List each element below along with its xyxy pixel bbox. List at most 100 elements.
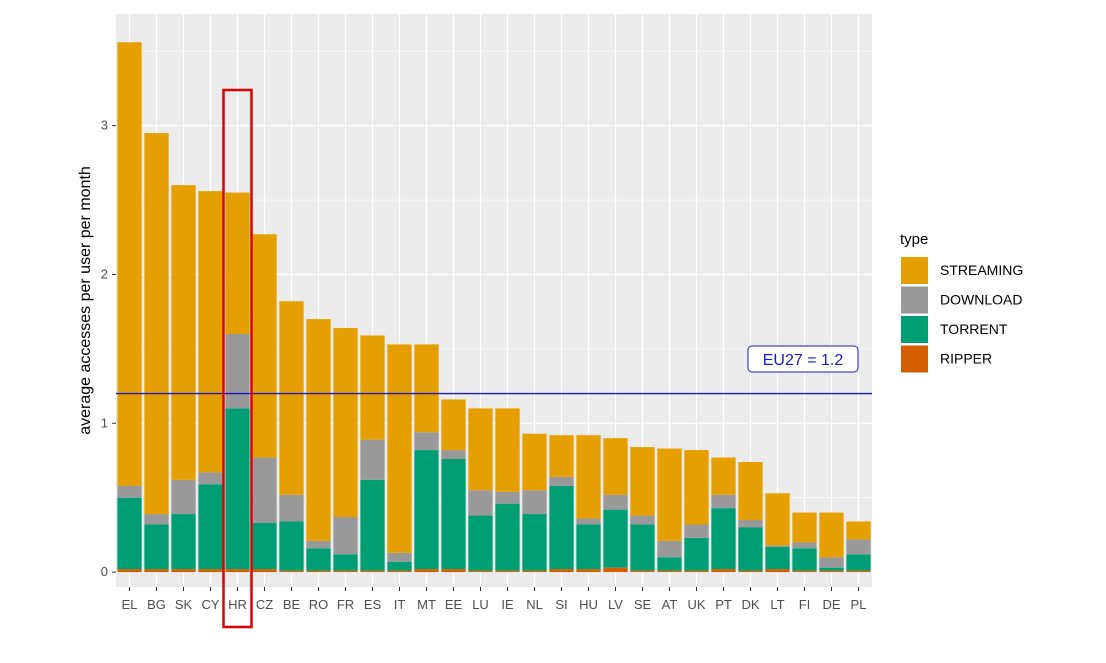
legend-label-streaming: STREAMING: [940, 262, 1023, 278]
bar-stack-lu: [468, 408, 493, 573]
bar-segment-torrent-ie: [495, 503, 520, 571]
bar-stack-el: [117, 42, 142, 573]
bar-stack-se: [630, 447, 655, 573]
bar-segment-download-nl: [522, 490, 547, 515]
bar-stack-nl: [522, 433, 547, 573]
bar-segment-streaming-cy: [198, 191, 223, 473]
bar-segment-download-es: [360, 439, 385, 480]
bar-stack-hu: [576, 435, 601, 573]
bar-segment-torrent-el: [117, 497, 142, 570]
bar-segment-streaming-pt: [711, 457, 736, 495]
bar-segment-ripper-ee: [441, 569, 466, 573]
bar-segment-streaming-el: [117, 42, 142, 486]
x-tick-label: PT: [715, 597, 732, 612]
reference-line-group: EU27 = 1.2: [116, 345, 872, 395]
bar-segment-torrent-si: [549, 485, 574, 570]
x-tick-label: NL: [526, 597, 543, 612]
bar-stack-be: [279, 301, 304, 573]
legend-label-ripper: RIPPER: [940, 351, 992, 367]
bar-segment-ripper-be: [279, 570, 304, 573]
bar-segment-torrent-sk: [171, 514, 196, 570]
x-tick-label: MT: [417, 597, 436, 612]
bar-segment-streaming-uk: [684, 450, 709, 525]
legend-swatch-streaming: [901, 257, 928, 284]
bar-segment-download-fi: [792, 542, 817, 549]
bar-segment-ripper-dk: [738, 570, 763, 573]
bar-segment-download-hu: [576, 518, 601, 525]
x-tick-label: LU: [472, 597, 489, 612]
x-tick-label: RO: [309, 597, 329, 612]
reference-label-box: [747, 345, 859, 373]
bar-segment-ripper-hr: [225, 569, 250, 573]
x-tick-label: EE: [445, 597, 463, 612]
bar-segment-ripper-es: [360, 570, 385, 573]
bar-segment-torrent-se: [630, 524, 655, 571]
bar-segment-streaming-fi: [792, 512, 817, 543]
bar-segment-download-ie: [495, 491, 520, 504]
bar-segment-ripper-lt: [765, 569, 790, 573]
bar-stack-ee: [441, 399, 466, 573]
bar-segment-torrent-fr: [333, 554, 358, 571]
bar-segment-ripper-de: [819, 570, 844, 573]
bar-segment-torrent-cz: [252, 523, 277, 570]
bar-segment-download-ro: [306, 540, 331, 549]
x-tick-label: CY: [201, 597, 219, 612]
bar-segment-torrent-fi: [792, 548, 817, 571]
bar-segment-ripper-ro: [306, 570, 331, 573]
legend-label-download: DOWNLOAD: [940, 292, 1022, 308]
bar-segment-streaming-sk: [171, 185, 196, 480]
x-tick-label: FI: [799, 597, 811, 612]
bar-segment-torrent-uk: [684, 537, 709, 571]
bar-stack-mt: [414, 344, 439, 573]
bar-segment-download-lu: [468, 490, 493, 516]
x-tick-label: ES: [364, 597, 382, 612]
bar-segment-ripper-bg: [144, 569, 169, 573]
bar-segment-download-cy: [198, 472, 223, 485]
bar-segment-torrent-pt: [711, 508, 736, 570]
bar-segment-torrent-es: [360, 479, 385, 571]
x-tick-label: BE: [283, 597, 301, 612]
bar-segment-ripper-pt: [711, 569, 736, 573]
bar-segment-download-cz: [252, 457, 277, 524]
x-tick-label: FR: [337, 597, 354, 612]
x-tick-label: LT: [770, 597, 784, 612]
legend-swatch-ripper: [901, 345, 928, 373]
bar-stack-lv: [603, 438, 628, 573]
bar-segment-torrent-dk: [738, 527, 763, 571]
bar-segment-ripper-lv: [603, 567, 628, 573]
bar-segment-streaming-cz: [252, 234, 277, 458]
highlight-group: [222, 88, 253, 629]
bar-stack-cz: [252, 234, 277, 573]
x-tick-label: UK: [687, 597, 705, 612]
bar-segment-streaming-ee: [441, 399, 466, 451]
bar-segment-ripper-cz: [252, 569, 277, 573]
bar-segment-download-bg: [144, 514, 169, 525]
bar-segment-torrent-hr: [225, 408, 250, 570]
bar-segment-streaming-ro: [306, 319, 331, 541]
legend-swatch-torrent: [901, 316, 928, 343]
x-tick-label: EL: [122, 597, 138, 612]
bar-segment-ripper-fi: [792, 570, 817, 573]
bar-segment-download-fr: [333, 517, 358, 555]
bar-segment-torrent-mt: [414, 450, 439, 570]
x-tick-label: CZ: [256, 597, 273, 612]
x-tick-label: BG: [147, 597, 166, 612]
bar-segment-torrent-pl: [846, 554, 871, 571]
bar-segment-ripper-ie: [495, 570, 520, 573]
bar-segment-streaming-at: [657, 448, 682, 541]
bar-segment-streaming-si: [549, 435, 574, 477]
bar-segment-torrent-ee: [441, 459, 466, 570]
bar-segment-download-pl: [846, 539, 871, 555]
bar-segment-download-at: [657, 540, 682, 558]
x-tick-label: IE: [501, 597, 514, 612]
bar-segment-download-dk: [738, 520, 763, 528]
bar-segment-ripper-at: [657, 570, 682, 573]
bar-segment-streaming-it: [387, 344, 412, 553]
bar-segment-torrent-de: [819, 567, 844, 571]
x-axis: EL BG SK CY HR CZ BE RO FR ES IT MT EE LU IE NL SI HU LV SE…: [122, 587, 866, 612]
bar-stack-cy: [198, 191, 223, 573]
x-tick-label: DK: [741, 597, 759, 612]
bar-segment-download-lt: [765, 545, 790, 547]
bar-segment-torrent-cy: [198, 484, 223, 570]
